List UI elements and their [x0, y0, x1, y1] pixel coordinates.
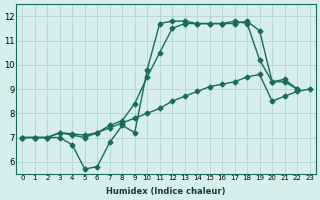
X-axis label: Humidex (Indice chaleur): Humidex (Indice chaleur) [106, 187, 226, 196]
